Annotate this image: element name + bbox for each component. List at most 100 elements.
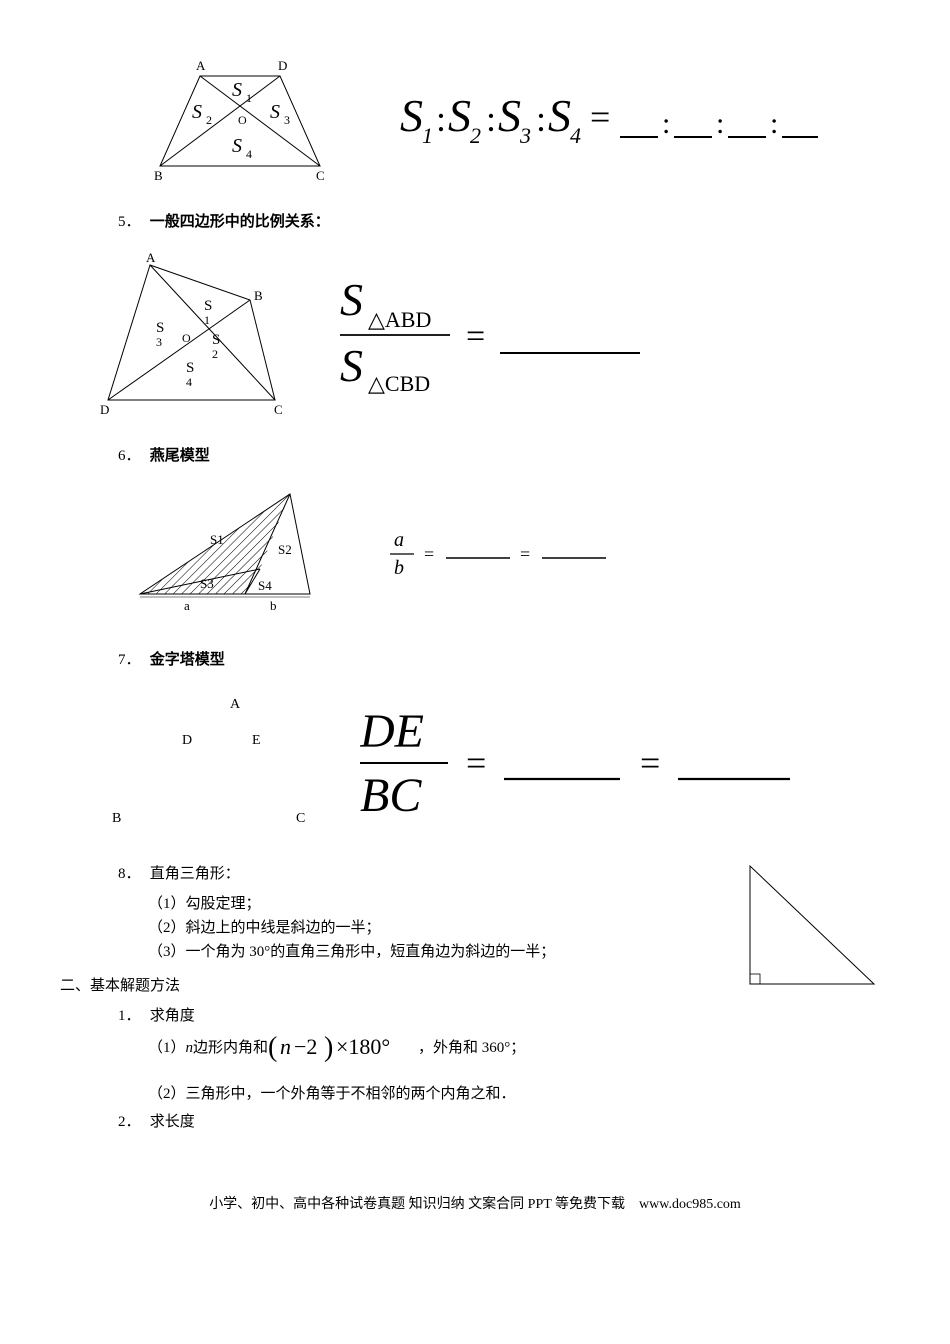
- svg-text:S: S: [548, 90, 571, 141]
- top-trapezoid-row: A D B C O S 1 S 2 S 3 S 4 S 1 : S 2 : S …: [150, 56, 890, 194]
- s2-sub: 2: [206, 113, 212, 127]
- i1a-n: n: [186, 1036, 194, 1060]
- svg-text:D: D: [182, 733, 192, 748]
- svg-text:1: 1: [422, 123, 433, 148]
- svg-text:b: b: [270, 598, 277, 613]
- svg-text:A: A: [146, 250, 156, 265]
- svg-text:S: S: [204, 298, 212, 314]
- svg-text:S2: S2: [278, 542, 292, 557]
- svg-text:S: S: [498, 90, 521, 141]
- sec5-title: 一般四边形中的比例关系：: [150, 214, 330, 230]
- svg-text:b: b: [394, 557, 404, 579]
- sec5-figure: A B C D O S 1 S 2 S 3 S 4: [100, 250, 310, 428]
- i1-title: 求角度: [150, 1008, 195, 1024]
- label-B: B: [154, 168, 163, 183]
- svg-text:S: S: [186, 360, 194, 376]
- i2-num: 2．: [118, 1110, 146, 1134]
- top-equation: S 1 : S 2 : S 3 : S 4 = : : :: [340, 81, 890, 169]
- svg-text:S: S: [156, 320, 164, 336]
- svg-text:A: A: [230, 697, 241, 712]
- sec6-row: S1 S2 S3 S4 a b a b = =: [60, 484, 890, 632]
- s1-label: S: [232, 79, 242, 101]
- svg-text:−2: −2: [294, 1034, 317, 1059]
- label-D: D: [278, 58, 287, 73]
- svg-text:(: (: [268, 1032, 277, 1063]
- svg-text:=: =: [466, 743, 486, 783]
- svg-text:B: B: [112, 811, 121, 826]
- svg-text:a: a: [394, 529, 404, 551]
- svg-text:4: 4: [570, 123, 581, 148]
- svg-text:4: 4: [186, 375, 192, 389]
- svg-text:=: =: [640, 743, 660, 783]
- svg-text:BC: BC: [360, 769, 422, 822]
- sec8-block: 8． 直角三角形： （1）勾股定理； （2）斜边上的中线是斜边的一半； （3）一…: [60, 862, 890, 964]
- svg-text:3: 3: [156, 335, 162, 349]
- sec5-row: A B C D O S 1 S 2 S 3 S 4 S △ABD S △CBD …: [60, 250, 890, 428]
- svg-text:=: =: [424, 544, 434, 564]
- label-O: O: [238, 113, 247, 127]
- svg-text::: :: [662, 107, 670, 140]
- svg-text:2: 2: [212, 347, 218, 361]
- part2-item2: 2． 求长度: [60, 1110, 890, 1134]
- label-A: A: [196, 58, 206, 73]
- svg-text:S: S: [448, 90, 471, 141]
- svg-text:C: C: [274, 402, 283, 417]
- sec6-equation: a b = =: [330, 524, 890, 592]
- sec7-figure: A D E B C: [90, 688, 330, 846]
- sec6-title: 燕尾模型: [150, 448, 210, 464]
- sec5-equation: S △ABD S △CBD =: [310, 275, 890, 403]
- sec6-num: 6．: [118, 444, 146, 468]
- svg-text:S: S: [340, 340, 363, 391]
- svg-text::: :: [486, 99, 496, 139]
- svg-text:S: S: [400, 90, 423, 141]
- svg-text:S4: S4: [258, 578, 272, 593]
- sec7-heading: 7． 金字塔模型: [60, 648, 890, 672]
- svg-text::: :: [716, 107, 724, 140]
- svg-text:a: a: [184, 598, 190, 613]
- svg-text:D: D: [100, 402, 109, 417]
- label-C: C: [316, 168, 325, 183]
- i1b-line: （2）三角形中，一个外角等于不相邻的两个内角之和．: [60, 1082, 890, 1106]
- sec8-title: 直角三角形：: [150, 866, 240, 882]
- svg-text:O: O: [182, 331, 191, 345]
- svg-text::: :: [770, 107, 778, 140]
- s4-label: S: [232, 135, 242, 157]
- i1a-post: ，外角和 360°；: [418, 1036, 525, 1060]
- svg-text:2: 2: [470, 123, 481, 148]
- sec7-title: 金字塔模型: [150, 652, 225, 668]
- svg-text:×180°: ×180°: [336, 1034, 390, 1059]
- s2-label: S: [192, 101, 202, 123]
- i1a-mid: 边形内角和: [193, 1036, 268, 1060]
- svg-text:△CBD: △CBD: [368, 371, 430, 395]
- svg-text:=: =: [590, 97, 610, 137]
- s3-sub: 3: [284, 113, 290, 127]
- i2-title: 求长度: [150, 1114, 195, 1130]
- svg-text:1: 1: [204, 313, 210, 327]
- top-trapezoid-figure: A D B C O S 1 S 2 S 3 S 4: [150, 56, 340, 194]
- sec7-row: A D E B C DE BC = =: [60, 688, 890, 846]
- right-triangle-figure: [740, 856, 880, 1004]
- svg-text:n: n: [280, 1034, 291, 1059]
- sec8-num: 8．: [118, 862, 146, 886]
- s3-label: S: [270, 101, 280, 123]
- i1a-pre: （1）: [148, 1036, 186, 1060]
- svg-text:S: S: [340, 275, 363, 325]
- page-footer: 小学、初中、高中各种试卷真题 知识归纳 文案合同 PPT 等免费下载 www.d…: [60, 1194, 890, 1216]
- sec5-heading: 5． 一般四边形中的比例关系：: [60, 210, 890, 234]
- svg-text:B: B: [254, 288, 263, 303]
- svg-text:S: S: [212, 332, 220, 348]
- svg-text:△ABD: △ABD: [368, 307, 431, 332]
- svg-text:3: 3: [519, 123, 531, 148]
- sec7-num: 7．: [118, 648, 146, 672]
- s4-sub: 4: [246, 147, 252, 161]
- sec6-heading: 6． 燕尾模型: [60, 444, 890, 468]
- i1a-line: （1） n 边形内角和 ( n −2 ) ×180° ，外角和 360°；: [60, 1028, 890, 1068]
- sec6-figure: S1 S2 S3 S4 a b: [130, 484, 330, 632]
- svg-text::: :: [436, 99, 446, 139]
- s1-sub: 1: [246, 91, 252, 105]
- part2-item1: 1． 求角度: [60, 1004, 890, 1028]
- svg-text:C: C: [296, 811, 305, 826]
- svg-text:): ): [324, 1032, 333, 1063]
- svg-text::: :: [536, 99, 546, 139]
- i1-num: 1．: [118, 1004, 146, 1028]
